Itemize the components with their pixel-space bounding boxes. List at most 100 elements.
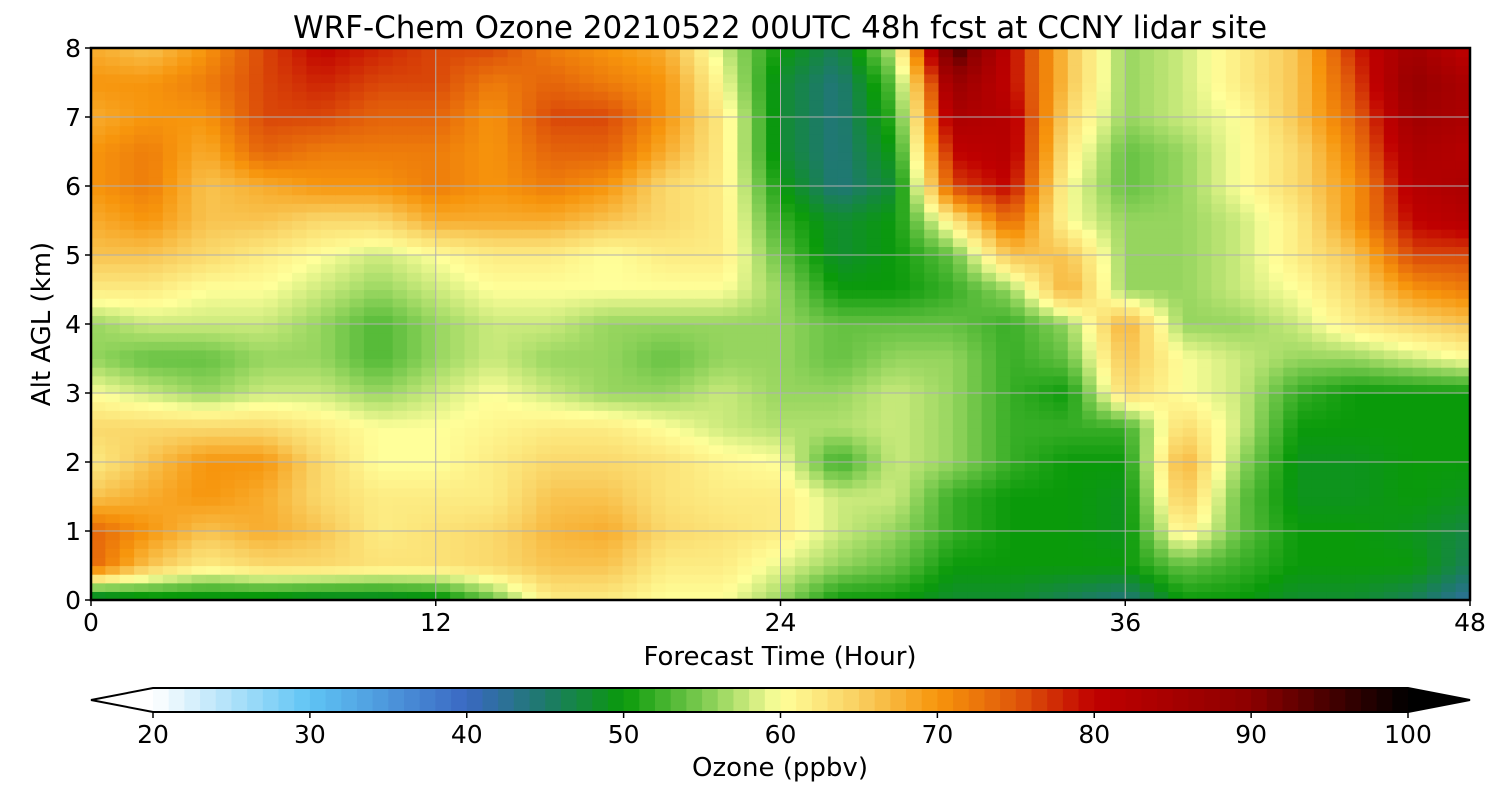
heatmap-cell bbox=[967, 574, 983, 584]
heatmap-cell bbox=[1125, 358, 1141, 368]
heatmap-cell bbox=[407, 255, 422, 265]
heatmap-cell bbox=[119, 194, 135, 204]
heatmap-cell bbox=[234, 453, 250, 463]
heatmap-cell bbox=[1254, 548, 1270, 558]
heatmap-cell bbox=[1311, 496, 1327, 506]
heatmap-cell bbox=[277, 255, 293, 265]
heatmap-cell bbox=[435, 505, 451, 515]
heatmap-cell bbox=[119, 203, 135, 213]
heatmap-cell bbox=[636, 401, 652, 411]
heatmap-cell bbox=[1096, 358, 1112, 368]
heatmap-cell bbox=[1153, 263, 1169, 273]
heatmap-cell bbox=[909, 444, 925, 454]
heatmap-cell bbox=[450, 332, 466, 342]
heatmap-cell bbox=[407, 332, 422, 342]
heatmap-cell bbox=[952, 160, 968, 170]
heatmap-cell bbox=[105, 298, 121, 308]
heatmap-cell bbox=[450, 211, 466, 222]
heatmap-cell bbox=[723, 470, 738, 480]
heatmap-cell bbox=[881, 341, 897, 351]
heatmap-cell bbox=[1153, 289, 1169, 299]
heatmap-cell bbox=[1096, 487, 1112, 498]
heatmap-cell bbox=[967, 160, 983, 170]
heatmap-cell bbox=[1110, 263, 1126, 273]
heatmap-cell bbox=[277, 177, 293, 187]
heatmap-cell bbox=[694, 246, 710, 256]
heatmap-cell bbox=[177, 315, 193, 325]
heatmap-cell bbox=[794, 591, 810, 601]
heatmap-cell bbox=[1240, 505, 1256, 515]
heatmap-cell bbox=[478, 574, 494, 584]
heatmap-cell bbox=[507, 203, 523, 213]
heatmap-cell bbox=[694, 410, 710, 420]
heatmap-cell bbox=[1268, 487, 1284, 498]
heatmap-cell bbox=[1067, 393, 1083, 403]
heatmap-cell bbox=[809, 237, 825, 247]
heatmap-cell bbox=[837, 462, 853, 472]
heatmap-cell bbox=[1254, 298, 1270, 308]
heatmap-cell bbox=[1297, 496, 1313, 506]
heatmap-cell bbox=[435, 401, 451, 411]
heatmap-cell bbox=[866, 574, 882, 584]
heatmap-cell bbox=[536, 539, 552, 549]
heatmap-cell bbox=[794, 479, 810, 489]
heatmap-cell bbox=[421, 436, 437, 446]
heatmap-cell bbox=[407, 341, 422, 351]
heatmap-cell bbox=[1240, 211, 1256, 222]
heatmap-cell bbox=[622, 358, 638, 368]
heatmap-cell bbox=[1067, 177, 1083, 187]
heatmap-cell bbox=[1197, 358, 1213, 368]
heatmap-cell bbox=[119, 513, 135, 523]
heatmap-cell bbox=[1412, 160, 1428, 170]
heatmap-cell bbox=[421, 341, 437, 351]
heatmap-cell bbox=[1096, 427, 1112, 437]
heatmap-cell bbox=[220, 229, 236, 239]
heatmap-cell bbox=[363, 272, 379, 282]
heatmap-cell bbox=[1168, 548, 1184, 558]
heatmap-cell bbox=[794, 151, 810, 161]
heatmap-cell bbox=[335, 401, 351, 411]
heatmap-cell bbox=[708, 479, 724, 489]
heatmap-cell bbox=[766, 548, 782, 558]
heatmap-cell bbox=[119, 556, 135, 567]
heatmap-cell bbox=[507, 280, 523, 291]
heatmap-cell bbox=[852, 531, 868, 541]
heatmap-cell bbox=[1082, 513, 1098, 523]
heatmap-cell bbox=[435, 453, 451, 463]
heatmap-cell bbox=[1455, 444, 1471, 454]
heatmap-cell bbox=[119, 375, 135, 385]
heatmap-cell bbox=[249, 496, 264, 506]
heatmap-cell bbox=[651, 401, 667, 411]
heatmap-cell bbox=[1153, 427, 1169, 437]
heatmap-cell bbox=[809, 229, 825, 239]
heatmap-cell bbox=[1326, 531, 1342, 541]
heatmap-cell bbox=[306, 470, 322, 480]
heatmap-cell bbox=[967, 479, 983, 489]
heatmap-cell bbox=[1225, 237, 1241, 247]
heatmap-cell bbox=[1125, 246, 1141, 256]
heatmap-cell bbox=[723, 177, 738, 187]
heatmap-cell bbox=[1225, 470, 1241, 480]
heatmap-cell bbox=[995, 289, 1011, 299]
heatmap-cell bbox=[407, 401, 422, 411]
heatmap-cell bbox=[1455, 487, 1471, 498]
heatmap-cell bbox=[550, 220, 566, 230]
heatmap-cell bbox=[924, 410, 940, 420]
heatmap-cell bbox=[780, 436, 796, 446]
heatmap-cell bbox=[938, 531, 954, 541]
heatmap-cell bbox=[450, 487, 466, 498]
heatmap-cell bbox=[1383, 272, 1399, 282]
heatmap-cell bbox=[924, 341, 940, 351]
heatmap-cell bbox=[794, 574, 810, 584]
heatmap-cell bbox=[1168, 151, 1184, 161]
heatmap-cell bbox=[1067, 531, 1083, 541]
heatmap-cell bbox=[1039, 487, 1055, 498]
heatmap-cell bbox=[292, 513, 308, 523]
heatmap-cell bbox=[981, 315, 997, 325]
heatmap-cell bbox=[1426, 393, 1442, 403]
heatmap-cell bbox=[177, 160, 193, 170]
heatmap-cell bbox=[378, 479, 394, 489]
heatmap-cell bbox=[1268, 160, 1284, 170]
heatmap-cell bbox=[363, 160, 379, 170]
heatmap-cell bbox=[737, 220, 753, 230]
